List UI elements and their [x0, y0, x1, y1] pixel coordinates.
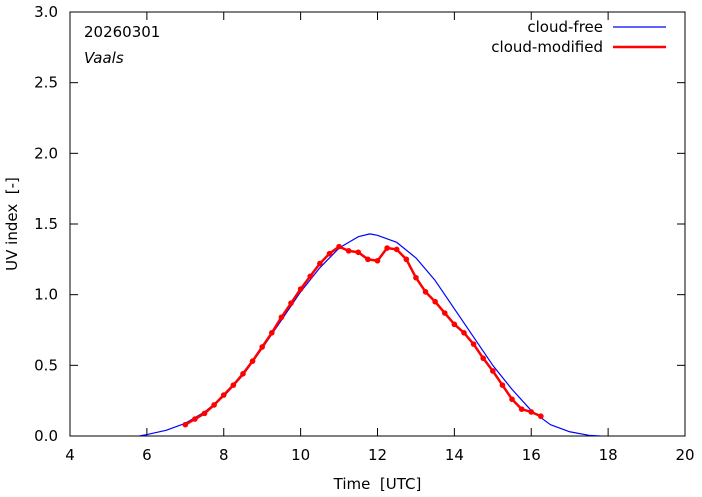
plot-frame: [69, 11, 686, 437]
x-tick-label: 12: [368, 446, 387, 464]
x-tick-label: 16: [522, 446, 541, 464]
series-line-cloud-modified: [184, 245, 542, 426]
data-point-cloud-modified: [192, 416, 198, 422]
y-tick-label: 3.0: [34, 3, 58, 21]
data-point-cloud-modified: [278, 314, 285, 321]
x-tick-label: 8: [219, 446, 229, 464]
y-tick-label: 1.5: [34, 215, 58, 233]
data-point-cloud-modified: [374, 257, 381, 264]
data-point-cloud-modified: [268, 330, 275, 336]
legend-label-cloud-free: cloud-free: [527, 18, 603, 36]
data-point-cloud-modified: [432, 298, 438, 305]
data-point-cloud-modified: [326, 250, 333, 257]
date-label: 20260301: [84, 23, 160, 41]
data-point-cloud-modified: [288, 300, 294, 306]
axis-ticks: [69, 11, 686, 437]
x-tick-label: 6: [142, 446, 152, 464]
data-point-cloud-modified: [499, 382, 506, 388]
y-tick-label: 2.5: [34, 74, 58, 92]
data-point-cloud-modified: [297, 286, 304, 292]
data-point-cloud-modified: [201, 410, 208, 417]
data-point-cloud-modified: [317, 260, 323, 267]
data-point-cloud-modified: [384, 245, 390, 251]
tick-labels: 4 6 8 10 12 14 16 18 20 0.0 0.5 1.0 1.5 2.0 2.5 3.0: [34, 3, 694, 464]
data-point-cloud-modified: [413, 274, 419, 281]
data-point-cloud-modified: [307, 273, 314, 280]
data-point-cloud-modified: [259, 344, 265, 350]
x-tick-label: 4: [65, 446, 75, 464]
data-point-cloud-modified: [403, 256, 410, 263]
y-tick-label: 1.0: [34, 286, 58, 304]
series-layer: [139, 233, 601, 436]
data-point-cloud-modified: [490, 368, 496, 374]
data-point-cloud-modified: [528, 409, 535, 415]
y-tick-label: 0.5: [34, 356, 58, 374]
data-point-cloud-modified: [480, 355, 487, 362]
x-tick-label: 14: [445, 446, 464, 464]
data-point-cloud-modified: [211, 402, 217, 408]
data-point-cloud-modified: [518, 406, 525, 412]
data-point-cloud-modified: [451, 321, 458, 328]
x-tick-label: 18: [599, 446, 618, 464]
data-point-cloud-modified: [182, 421, 189, 428]
data-point-cloud-modified: [393, 246, 400, 253]
data-point-cloud-modified: [220, 392, 227, 398]
data-point-cloud-modified: [538, 413, 544, 420]
location-label: Vaals: [84, 49, 124, 67]
data-point-cloud-modified: [355, 249, 362, 256]
x-axis-label: Time [UTC]: [333, 475, 422, 493]
y-tick-label: 0.0: [34, 427, 58, 445]
data-point-cloud-modified: [365, 256, 371, 263]
x-tick-label: 10: [291, 446, 310, 464]
y-tick-label: 2.0: [34, 144, 58, 162]
data-point-cloud-modified: [249, 358, 256, 364]
data-point-cloud-modified: [336, 243, 342, 250]
legend: cloud-free cloud-modified: [491, 18, 666, 56]
data-point-cloud-modified: [470, 341, 477, 347]
y-axis-label: UV index [-]: [3, 177, 21, 271]
data-point-cloud-modified: [441, 310, 448, 316]
data-point-cloud-modified: [422, 289, 429, 295]
data-point-cloud-modified: [240, 371, 246, 377]
data-point-cloud-modified: [345, 248, 352, 254]
data-point-cloud-modified: [509, 396, 515, 403]
series-line-cloud-free: [139, 233, 601, 436]
legend-label-cloud-modified: cloud-modified: [491, 38, 603, 56]
x-tick-label: 20: [675, 446, 694, 464]
data-point-cloud-modified: [461, 330, 467, 336]
data-point-cloud-modified: [230, 382, 237, 388]
